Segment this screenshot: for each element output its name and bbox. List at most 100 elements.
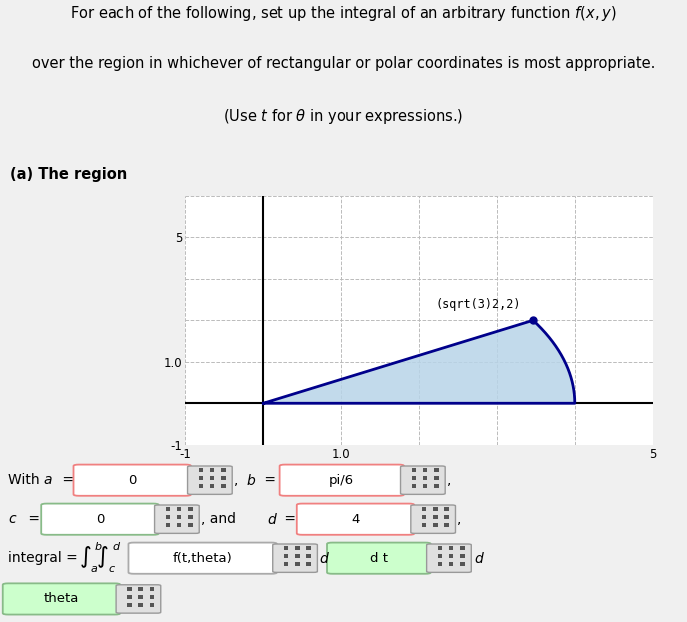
FancyBboxPatch shape: [433, 524, 438, 527]
FancyBboxPatch shape: [221, 468, 226, 472]
FancyBboxPatch shape: [427, 544, 471, 572]
Text: (sqrt(3)2,2): (sqrt(3)2,2): [436, 298, 521, 311]
Polygon shape: [263, 320, 575, 403]
FancyBboxPatch shape: [327, 542, 431, 573]
FancyBboxPatch shape: [127, 595, 132, 599]
FancyBboxPatch shape: [412, 468, 416, 472]
FancyBboxPatch shape: [434, 485, 439, 488]
FancyBboxPatch shape: [297, 504, 414, 535]
FancyBboxPatch shape: [221, 485, 226, 488]
FancyBboxPatch shape: [177, 524, 181, 527]
FancyBboxPatch shape: [210, 476, 214, 480]
Text: =: =: [260, 473, 280, 487]
FancyBboxPatch shape: [74, 465, 191, 496]
Text: theta: theta: [44, 592, 79, 605]
FancyBboxPatch shape: [460, 547, 465, 550]
FancyBboxPatch shape: [188, 508, 193, 511]
Text: $c$: $c$: [8, 512, 18, 526]
FancyBboxPatch shape: [166, 524, 170, 527]
FancyBboxPatch shape: [166, 516, 170, 519]
Text: over the region in whichever of rectangular or polar coordinates is most appropr: over the region in whichever of rectangu…: [32, 56, 655, 71]
Text: With: With: [8, 473, 44, 487]
FancyBboxPatch shape: [284, 547, 289, 550]
FancyBboxPatch shape: [460, 554, 465, 558]
FancyBboxPatch shape: [295, 547, 300, 550]
Text: integral =: integral =: [8, 551, 82, 565]
FancyBboxPatch shape: [438, 547, 442, 550]
FancyBboxPatch shape: [433, 516, 438, 519]
FancyBboxPatch shape: [155, 505, 199, 534]
FancyBboxPatch shape: [438, 562, 442, 566]
Text: d t: d t: [370, 552, 388, 565]
FancyBboxPatch shape: [128, 542, 277, 573]
FancyBboxPatch shape: [150, 603, 155, 607]
Text: ,: ,: [234, 473, 243, 487]
FancyBboxPatch shape: [306, 562, 311, 566]
Text: ,: ,: [457, 512, 461, 526]
Text: =: =: [58, 473, 79, 487]
Text: =: =: [280, 512, 301, 526]
FancyBboxPatch shape: [295, 554, 300, 558]
FancyBboxPatch shape: [199, 468, 203, 472]
FancyBboxPatch shape: [139, 595, 143, 599]
FancyBboxPatch shape: [199, 485, 203, 488]
Text: $d$: $d$: [319, 550, 330, 565]
FancyBboxPatch shape: [444, 508, 449, 511]
Text: $a$: $a$: [43, 473, 52, 487]
FancyBboxPatch shape: [188, 466, 232, 494]
FancyBboxPatch shape: [284, 554, 289, 558]
FancyBboxPatch shape: [423, 485, 427, 488]
Text: $\int_a^{\,b}\!\!\int_c^{\,d}$: $\int_a^{\,b}\!\!\int_c^{\,d}$: [79, 541, 122, 575]
FancyBboxPatch shape: [166, 508, 170, 511]
FancyBboxPatch shape: [150, 587, 155, 591]
Text: $d$: $d$: [474, 550, 485, 565]
FancyBboxPatch shape: [434, 468, 439, 472]
FancyBboxPatch shape: [199, 476, 203, 480]
Text: , and: , and: [201, 512, 240, 526]
FancyBboxPatch shape: [449, 562, 453, 566]
FancyBboxPatch shape: [210, 468, 214, 472]
FancyBboxPatch shape: [423, 468, 427, 472]
FancyBboxPatch shape: [422, 516, 427, 519]
FancyBboxPatch shape: [434, 476, 439, 480]
FancyBboxPatch shape: [449, 547, 453, 550]
FancyBboxPatch shape: [422, 524, 427, 527]
Text: For each of the following, set up the integral of an arbitrary function $f(x, y): For each of the following, set up the in…: [70, 4, 617, 23]
FancyBboxPatch shape: [139, 587, 143, 591]
FancyBboxPatch shape: [433, 508, 438, 511]
FancyBboxPatch shape: [438, 554, 442, 558]
FancyBboxPatch shape: [411, 505, 455, 534]
Text: f(t,theta): f(t,theta): [173, 552, 232, 565]
Text: (a) The region: (a) The region: [10, 167, 128, 182]
Text: ,: ,: [447, 473, 451, 487]
FancyBboxPatch shape: [295, 562, 300, 566]
FancyBboxPatch shape: [423, 476, 427, 480]
FancyBboxPatch shape: [449, 554, 453, 558]
FancyBboxPatch shape: [127, 603, 132, 607]
FancyBboxPatch shape: [3, 583, 120, 615]
FancyBboxPatch shape: [41, 504, 159, 535]
FancyBboxPatch shape: [280, 465, 404, 496]
FancyBboxPatch shape: [127, 587, 132, 591]
Text: $b$: $b$: [246, 473, 256, 488]
FancyBboxPatch shape: [444, 524, 449, 527]
FancyBboxPatch shape: [412, 485, 416, 488]
FancyBboxPatch shape: [188, 524, 193, 527]
FancyBboxPatch shape: [177, 508, 181, 511]
Text: (Use $t$ for $\theta$ in your expressions.): (Use $t$ for $\theta$ in your expression…: [223, 108, 464, 126]
FancyBboxPatch shape: [150, 595, 155, 599]
FancyBboxPatch shape: [306, 554, 311, 558]
Text: 0: 0: [95, 513, 104, 526]
FancyBboxPatch shape: [444, 516, 449, 519]
FancyBboxPatch shape: [422, 508, 427, 511]
FancyBboxPatch shape: [177, 516, 181, 519]
FancyBboxPatch shape: [221, 476, 226, 480]
FancyBboxPatch shape: [284, 562, 289, 566]
FancyBboxPatch shape: [306, 547, 311, 550]
FancyBboxPatch shape: [188, 516, 193, 519]
FancyBboxPatch shape: [401, 466, 445, 494]
Text: 0: 0: [128, 474, 137, 486]
FancyBboxPatch shape: [412, 476, 416, 480]
Text: pi/6: pi/6: [329, 474, 354, 486]
FancyBboxPatch shape: [460, 562, 465, 566]
